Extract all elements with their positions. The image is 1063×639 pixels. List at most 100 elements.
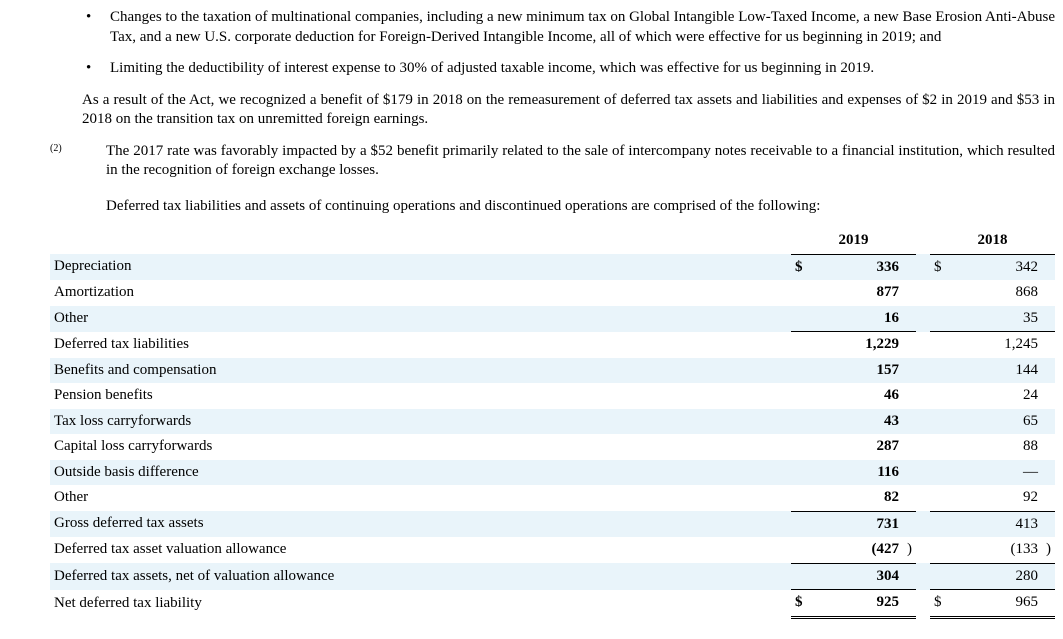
paragraph-act-result: As a result of the Act, we recognized a … — [82, 91, 1055, 130]
value-2018: 965 — [952, 590, 1042, 618]
footnote-2: (2) The 2017 rate was favorably impacted… — [50, 142, 1055, 181]
value-2019: 925 — [813, 590, 903, 618]
value-2019: 82 — [813, 485, 903, 511]
paren — [1042, 511, 1055, 537]
paren — [1042, 485, 1055, 511]
currency-symbol — [791, 434, 813, 460]
paren — [903, 590, 916, 618]
paren — [1042, 409, 1055, 435]
row-label: Gross deferred tax assets — [50, 511, 791, 537]
row-label: Benefits and compensation — [50, 358, 791, 384]
currency-symbol — [791, 383, 813, 409]
currency-symbol: $ — [791, 254, 813, 280]
table-row: Benefits and compensation 157 144 — [50, 358, 1055, 384]
currency-symbol — [930, 332, 952, 358]
currency-symbol — [791, 511, 813, 537]
currency-symbol: $ — [930, 254, 952, 280]
value-2019: 336 — [813, 254, 903, 280]
paren: ) — [1042, 537, 1055, 563]
deferred-tax-table: 2019 2018 Depreciation$336$342Amortizati… — [50, 228, 1055, 619]
currency-symbol: $ — [930, 590, 952, 618]
paren — [1042, 563, 1055, 590]
paren — [903, 358, 916, 384]
bullet-item: Limiting the deductibility of interest e… — [82, 59, 1055, 79]
paren — [903, 409, 916, 435]
table-header-row: 2019 2018 — [50, 228, 1055, 254]
currency-symbol — [930, 460, 952, 486]
paren — [1042, 358, 1055, 384]
currency-symbol — [791, 409, 813, 435]
currency-symbol — [791, 460, 813, 486]
paren — [1042, 590, 1055, 618]
row-label: Net deferred tax liability — [50, 590, 791, 618]
value-2019: 1,229 — [813, 332, 903, 358]
value-2019: 157 — [813, 358, 903, 384]
value-2018: 88 — [952, 434, 1042, 460]
currency-symbol — [791, 332, 813, 358]
table-body: Depreciation$336$342Amortization877868Ot… — [50, 254, 1055, 617]
row-label: Other — [50, 306, 791, 332]
currency-symbol: $ — [791, 590, 813, 618]
col-header-2018: 2018 — [930, 228, 1055, 254]
row-label: Amortization — [50, 280, 791, 306]
table-row: Outside basis difference116— — [50, 460, 1055, 486]
value-2019: 43 — [813, 409, 903, 435]
table-row: Deferred tax asset valuation allowance(4… — [50, 537, 1055, 563]
value-2018: 1,245 — [952, 332, 1042, 358]
currency-symbol — [930, 306, 952, 332]
paren: ) — [903, 537, 916, 563]
value-2018: 280 — [952, 563, 1042, 590]
value-2018: 413 — [952, 511, 1042, 537]
row-label: Capital loss carryforwards — [50, 434, 791, 460]
value-2018: 24 — [952, 383, 1042, 409]
currency-symbol — [930, 485, 952, 511]
paren — [903, 383, 916, 409]
row-label: Outside basis difference — [50, 460, 791, 486]
table-row: Other 16 35 — [50, 306, 1055, 332]
currency-symbol — [791, 306, 813, 332]
table-row: Gross deferred tax assets 731 413 — [50, 511, 1055, 537]
row-label: Pension benefits — [50, 383, 791, 409]
footnote-text: The 2017 rate was favorably impacted by … — [106, 142, 1055, 181]
currency-symbol — [791, 485, 813, 511]
paren — [903, 563, 916, 590]
value-2018: (133 — [952, 537, 1042, 563]
bullet-list: Changes to the taxation of multinational… — [82, 8, 1055, 79]
table-row: Capital loss carryforwards 287 88 — [50, 434, 1055, 460]
paren — [903, 306, 916, 332]
value-2018: 65 — [952, 409, 1042, 435]
table-row: Deferred tax assets, net of valuation al… — [50, 563, 1055, 590]
table-intro: Deferred tax liabilities and assets of c… — [106, 197, 1055, 217]
table-row: Other8292 — [50, 485, 1055, 511]
value-2019: 287 — [813, 434, 903, 460]
currency-symbol — [930, 358, 952, 384]
paren — [1042, 306, 1055, 332]
value-2019: 116 — [813, 460, 903, 486]
row-label: Other — [50, 485, 791, 511]
paren — [903, 332, 916, 358]
row-label: Depreciation — [50, 254, 791, 280]
value-2019: 877 — [813, 280, 903, 306]
paren — [1042, 254, 1055, 280]
value-2018: 144 — [952, 358, 1042, 384]
currency-symbol — [930, 563, 952, 590]
table-row: Amortization 877 868 — [50, 280, 1055, 306]
currency-symbol — [930, 383, 952, 409]
paren — [903, 460, 916, 486]
table-row: Deferred tax liabilities1,2291,245 — [50, 332, 1055, 358]
paren — [903, 254, 916, 280]
value-2019: (427 — [813, 537, 903, 563]
value-2018: 868 — [952, 280, 1042, 306]
paren — [903, 280, 916, 306]
table-row: Tax loss carryforwards4365 — [50, 409, 1055, 435]
value-2018: 35 — [952, 306, 1042, 332]
currency-symbol — [791, 358, 813, 384]
currency-symbol — [791, 537, 813, 563]
table-row: Net deferred tax liability$925$965 — [50, 590, 1055, 618]
value-2019: 46 — [813, 383, 903, 409]
table-row: Depreciation$336$342 — [50, 254, 1055, 280]
value-2019: 16 — [813, 306, 903, 332]
paren — [1042, 332, 1055, 358]
value-2019: 731 — [813, 511, 903, 537]
paren — [1042, 280, 1055, 306]
